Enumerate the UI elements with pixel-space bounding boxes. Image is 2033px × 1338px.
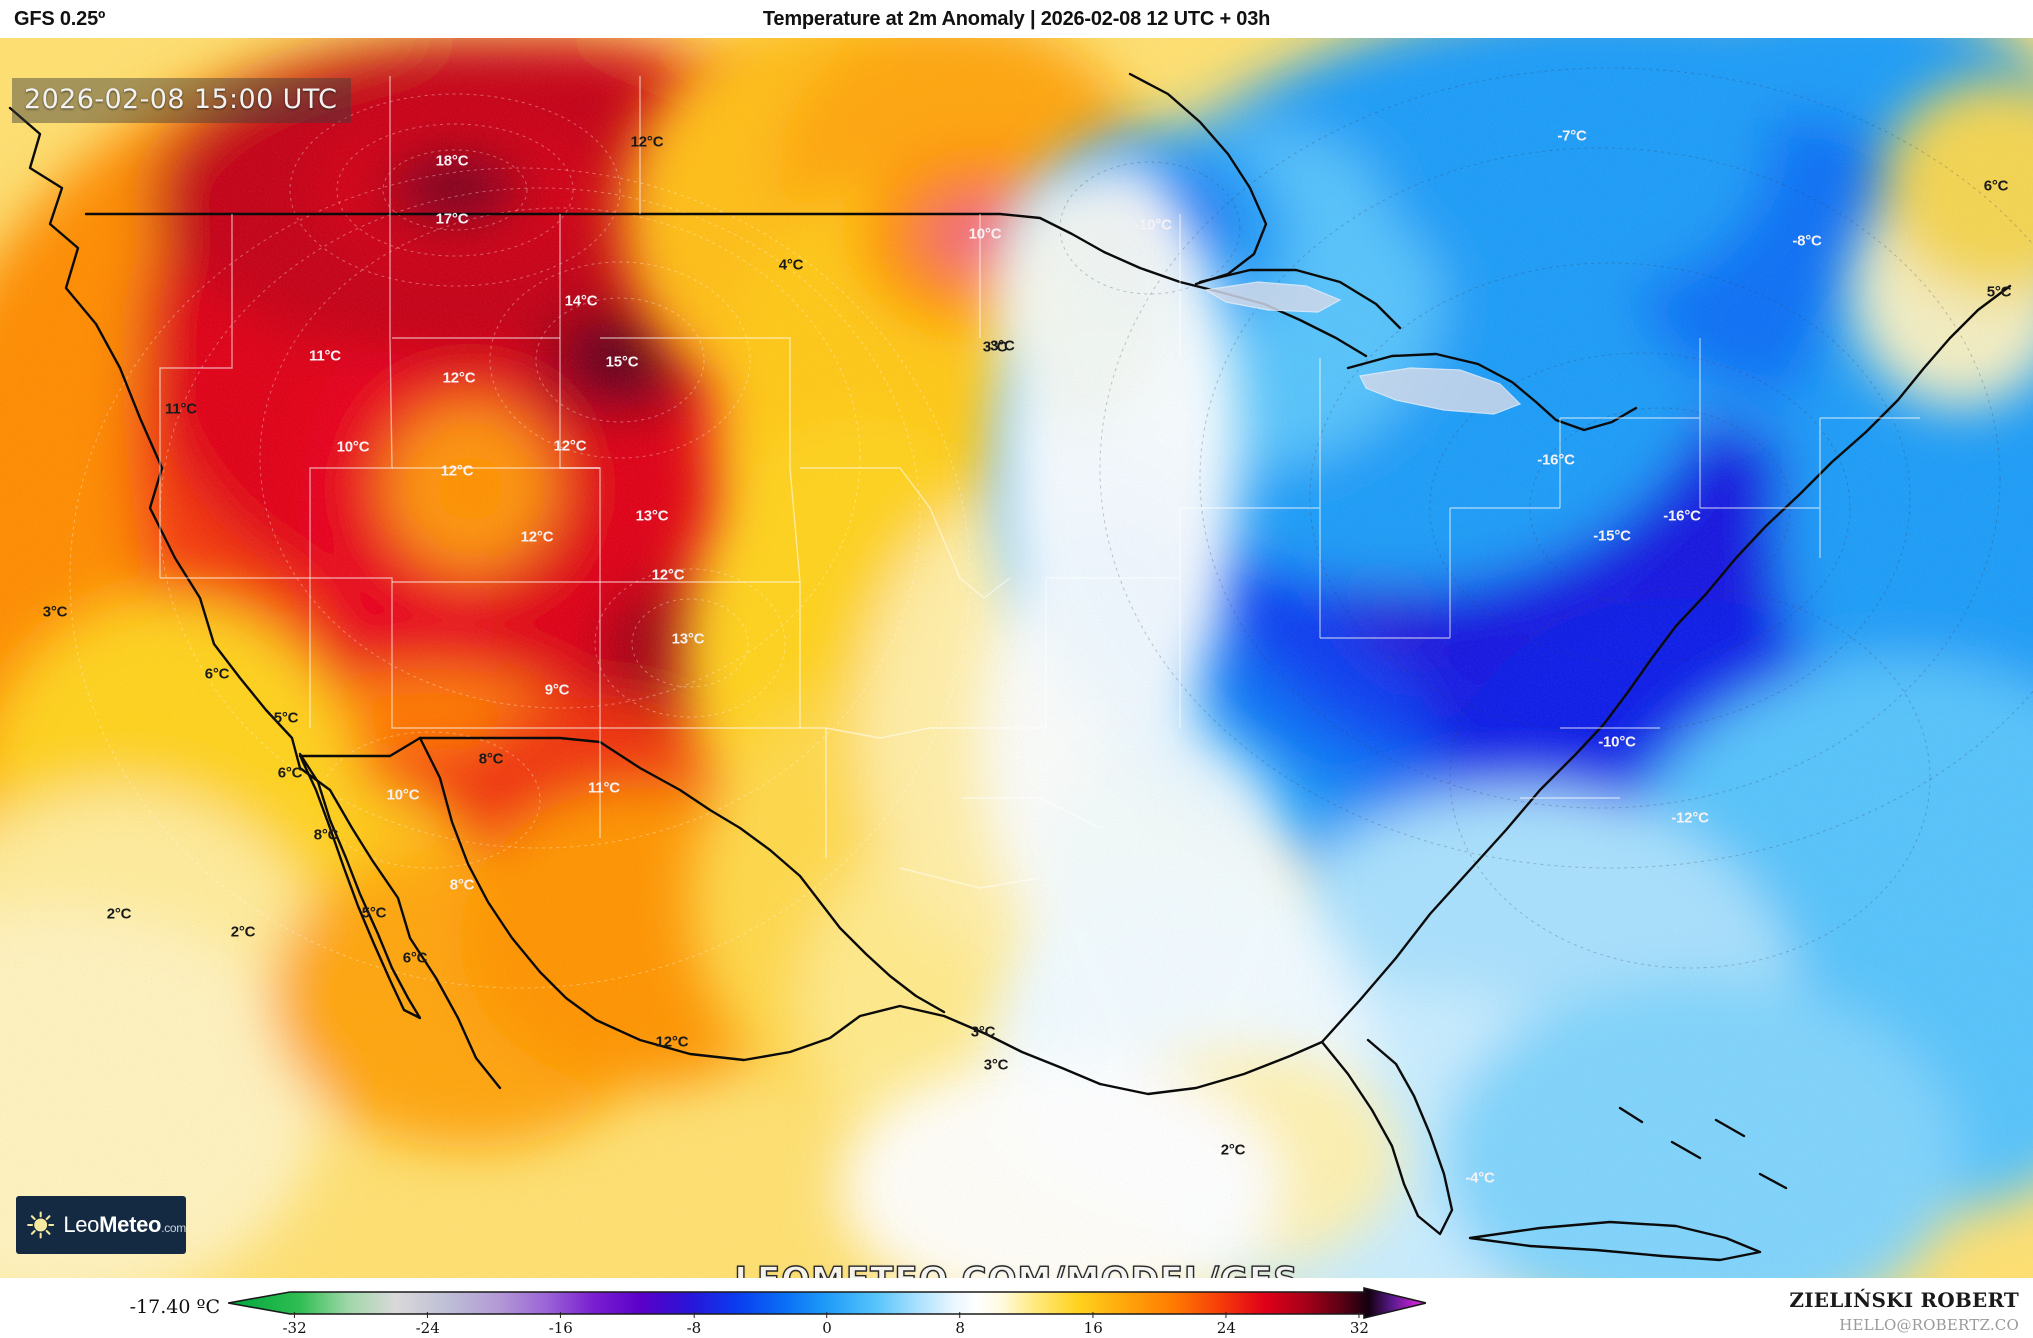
colorbar-ticks: -32 -24 -16 -8 0 8 16 24 32 bbox=[228, 1312, 1426, 1338]
logo-text: LeoMeteo.com bbox=[63, 1212, 186, 1238]
timestamp-badge: 2026-02-08 15:00 UTC bbox=[12, 78, 352, 123]
tick-mark bbox=[1092, 1312, 1094, 1318]
page-header: GFS 0.25º Temperature at 2m Anomaly | 20… bbox=[0, 0, 2033, 38]
anomaly-field-svg bbox=[0, 38, 2033, 1278]
logo-suffix: .com bbox=[161, 1221, 186, 1235]
tick-label: 32 bbox=[1349, 1319, 1369, 1337]
tick-mark bbox=[1225, 1312, 1227, 1318]
author-email[interactable]: HELLO@ROBERTZ.CO bbox=[1839, 1316, 2019, 1334]
page-footer: -17.40 ºC -32 -24 -16 -8 0 8 16 24 32 ZIELIŃSKI … bbox=[0, 1278, 2033, 1338]
tick-mark bbox=[959, 1312, 961, 1318]
map-canvas[interactable]: 2026-02-08 15:00 UTC 18°C 17°C 12°C 14°C 15°… bbox=[0, 38, 2033, 1278]
tick-label: 8 bbox=[955, 1319, 965, 1337]
page-title: Temperature at 2m Anomaly | 2026-02-08 1… bbox=[762, 8, 1271, 30]
tick-label: -32 bbox=[282, 1319, 307, 1337]
colorbar-tick: 8 bbox=[955, 1312, 965, 1337]
colorbar-tick: 24 bbox=[1216, 1312, 1236, 1337]
tick-label: 16 bbox=[1083, 1319, 1103, 1337]
author-name: ZIELIŃSKI ROBERT bbox=[1789, 1288, 2019, 1312]
tick-mark bbox=[294, 1312, 296, 1318]
tick-mark bbox=[427, 1312, 429, 1318]
tick-label: 0 bbox=[822, 1319, 832, 1337]
logo-name-light: Leo bbox=[63, 1212, 100, 1237]
tick-mark bbox=[693, 1312, 695, 1318]
colorbar-tick: -24 bbox=[415, 1312, 440, 1337]
tick-label: -8 bbox=[686, 1319, 702, 1337]
map-watermark: LEOMETEO.COM/MODEL/GFS bbox=[734, 1259, 1299, 1278]
colorbar-tick: -16 bbox=[548, 1312, 573, 1337]
tick-label: 24 bbox=[1216, 1319, 1236, 1337]
model-label: GFS 0.25º bbox=[14, 8, 106, 30]
leometeo-logo[interactable]: LeoMeteo.com bbox=[16, 1196, 186, 1254]
colorbar-min-label: -17.40 ºC bbox=[129, 1296, 220, 1318]
sun-icon bbox=[27, 1211, 55, 1239]
colorbar-tick: -32 bbox=[282, 1312, 307, 1337]
tick-mark bbox=[826, 1312, 828, 1318]
tick-label: -16 bbox=[548, 1319, 573, 1337]
tick-mark bbox=[1358, 1312, 1360, 1318]
colorbar-tick: 32 bbox=[1349, 1312, 1369, 1337]
tick-mark bbox=[560, 1312, 562, 1318]
tick-label: -24 bbox=[415, 1319, 440, 1337]
logo-name-bold: Meteo bbox=[99, 1212, 162, 1237]
colorbar-tick: -8 bbox=[686, 1312, 702, 1337]
colorbar-tick: 0 bbox=[822, 1312, 832, 1337]
colorbar-tick: 16 bbox=[1083, 1312, 1103, 1337]
